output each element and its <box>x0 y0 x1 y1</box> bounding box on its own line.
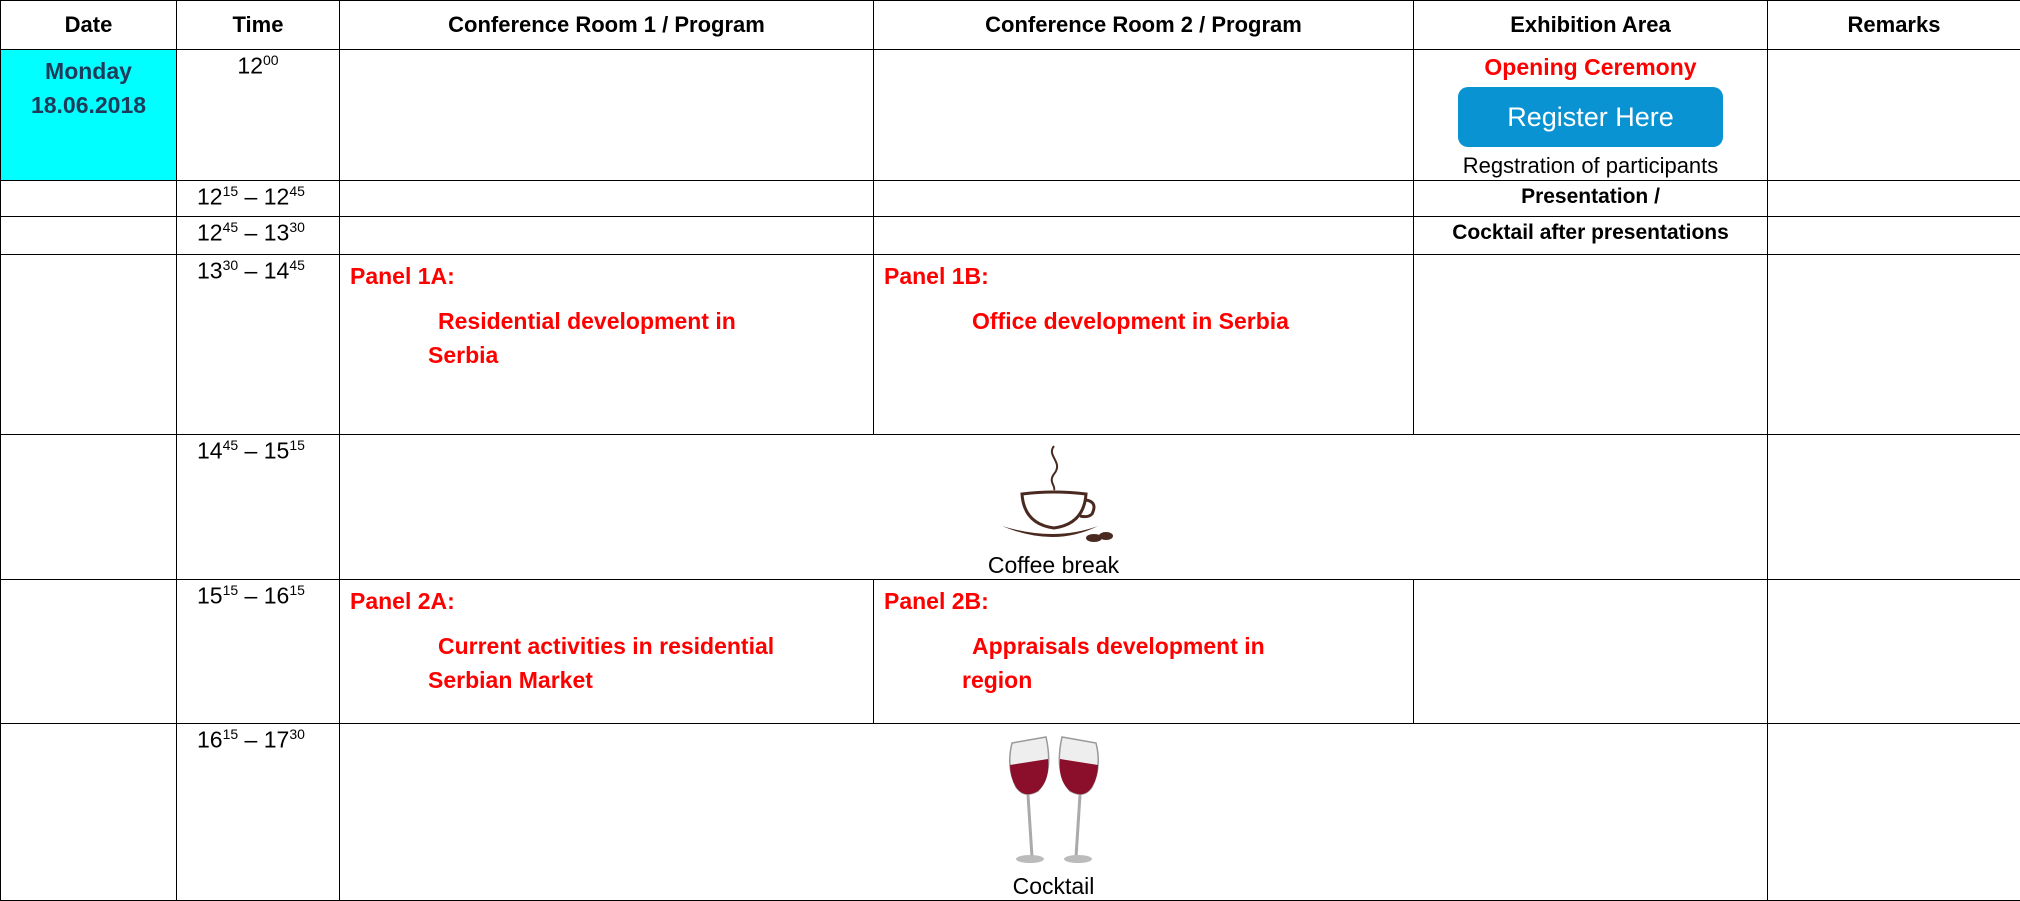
time-superscript: 30 <box>223 257 239 273</box>
time-cell: 1245 – 1330 <box>177 217 340 255</box>
program-cell: Panel 1B: Office development in Serbia <box>874 255 1414 435</box>
time-text: – 15 <box>238 438 289 464</box>
panel-title: Current activities in residential Serbia… <box>350 629 863 697</box>
remarks-cell <box>1768 181 2020 217</box>
column-header: Conference Room 2 / Program <box>874 1 1414 50</box>
column-header: Remarks <box>1768 1 2020 50</box>
merged-cell: Coffee break <box>340 435 1768 580</box>
time-superscript: 15 <box>223 582 239 598</box>
time-text: – 14 <box>238 258 289 284</box>
exhibition-cell: Opening Ceremony Register Here Regstration… <box>1414 50 1768 181</box>
time-cell: 1445 – 1515 <box>177 435 340 580</box>
time-text: 14 <box>197 438 223 464</box>
column-header: Time <box>177 1 340 50</box>
date-text: Monday <box>1 54 176 88</box>
exhibition-text: Presentation / <box>1414 185 1767 209</box>
coffee-icon <box>994 442 1114 552</box>
time-cell: 1215 – 1245 <box>177 181 340 217</box>
time-superscript: 15 <box>289 437 305 453</box>
panel-title: Office development in Serbia <box>884 304 1403 338</box>
time-text: 12 <box>237 53 263 79</box>
remarks-cell <box>1768 255 2020 435</box>
register-button[interactable]: Register Here <box>1458 87 1723 147</box>
panel-label: Panel 1A: <box>350 263 863 290</box>
time-text: – 17 <box>238 727 289 753</box>
exhibition-title: Opening Ceremony <box>1414 54 1767 81</box>
time-text: 15 <box>197 583 223 609</box>
date-cell <box>1 217 177 255</box>
schedule-row: 1615 – 1730 Cocktail <box>1 724 2020 901</box>
time-superscript: 45 <box>289 183 305 199</box>
exhibition-text: Cocktail after presentations <box>1414 221 1767 245</box>
time-superscript: 45 <box>223 437 239 453</box>
exhibition-cell: Presentation / <box>1414 181 1768 217</box>
schedule-row: 1445 – 1515 Coffee break <box>1 435 2020 580</box>
time-cell: 1515 – 1615 <box>177 580 340 724</box>
panel-label: Panel 2A: <box>350 588 863 615</box>
date-text: 18.06.2018 <box>1 88 176 122</box>
time-superscript: 30 <box>289 219 305 235</box>
time-text: – 12 <box>238 184 289 210</box>
time-superscript: 15 <box>289 582 305 598</box>
program-cell: Panel 2B: Appraisals development in regio… <box>874 580 1414 724</box>
time-text: 12 <box>197 184 223 210</box>
time-superscript: 00 <box>263 52 279 68</box>
merged-cell: Cocktail <box>340 724 1768 901</box>
date-cell <box>1 255 177 435</box>
program-cell <box>340 217 874 255</box>
exhibition-cell <box>1414 255 1768 435</box>
time-text: 12 <box>197 220 223 246</box>
time-superscript: 15 <box>223 183 239 199</box>
column-header: Date <box>1 1 177 50</box>
panel-label: Panel 1B: <box>884 263 1403 290</box>
program-cell: Panel 1A: Residential development in Serb… <box>340 255 874 435</box>
exhibition-cell <box>1414 580 1768 724</box>
program-cell: Panel 2A: Current activities in residenti… <box>340 580 874 724</box>
date-cell <box>1 181 177 217</box>
column-header: Exhibition Area <box>1414 1 1768 50</box>
date-cell <box>1 580 177 724</box>
wine-icon <box>994 733 1114 873</box>
remarks-cell <box>1768 435 2020 580</box>
remarks-cell <box>1768 580 2020 724</box>
panel-title: Appraisals development in region <box>884 629 1403 697</box>
time-cell: 1615 – 1730 <box>177 724 340 901</box>
time-cell: 1330 – 1445 <box>177 255 340 435</box>
caption: Coffee break <box>340 552 1767 579</box>
column-header: Conference Room 1 / Program <box>340 1 874 50</box>
panel-label: Panel 2B: <box>884 588 1403 615</box>
schedule-row: 1330 – 1445 Panel 1A: Residential developm… <box>1 255 2020 435</box>
exhibition-cell: Cocktail after presentations <box>1414 217 1768 255</box>
date-cell <box>1 724 177 901</box>
remarks-cell <box>1768 50 2020 181</box>
remarks-cell <box>1768 217 2020 255</box>
exhibition-note: Regstration of participants <box>1414 153 1767 179</box>
schedule-row: 1215 – 1245 Presentation / <box>1 181 2020 217</box>
time-superscript: 15 <box>223 726 239 742</box>
time-text: – 13 <box>238 220 289 246</box>
time-superscript: 45 <box>223 219 239 235</box>
program-cell <box>874 217 1414 255</box>
panel-title: Residential development in Serbia <box>350 304 863 372</box>
remarks-cell <box>1768 724 2020 901</box>
schedule-row: 1245 – 1330 Cocktail after presentations <box>1 217 2020 255</box>
time-superscript: 45 <box>289 257 305 273</box>
program-cell <box>340 50 874 181</box>
caption: Cocktail <box>340 873 1767 900</box>
date-cell <box>1 435 177 580</box>
program-cell <box>874 181 1414 217</box>
time-text: 13 <box>197 258 223 284</box>
time-superscript: 30 <box>289 726 305 742</box>
time-text: – 16 <box>238 583 289 609</box>
time-cell: 1200 <box>177 50 340 181</box>
program-cell <box>874 50 1414 181</box>
time-text: 16 <box>197 727 223 753</box>
program-cell <box>340 181 874 217</box>
